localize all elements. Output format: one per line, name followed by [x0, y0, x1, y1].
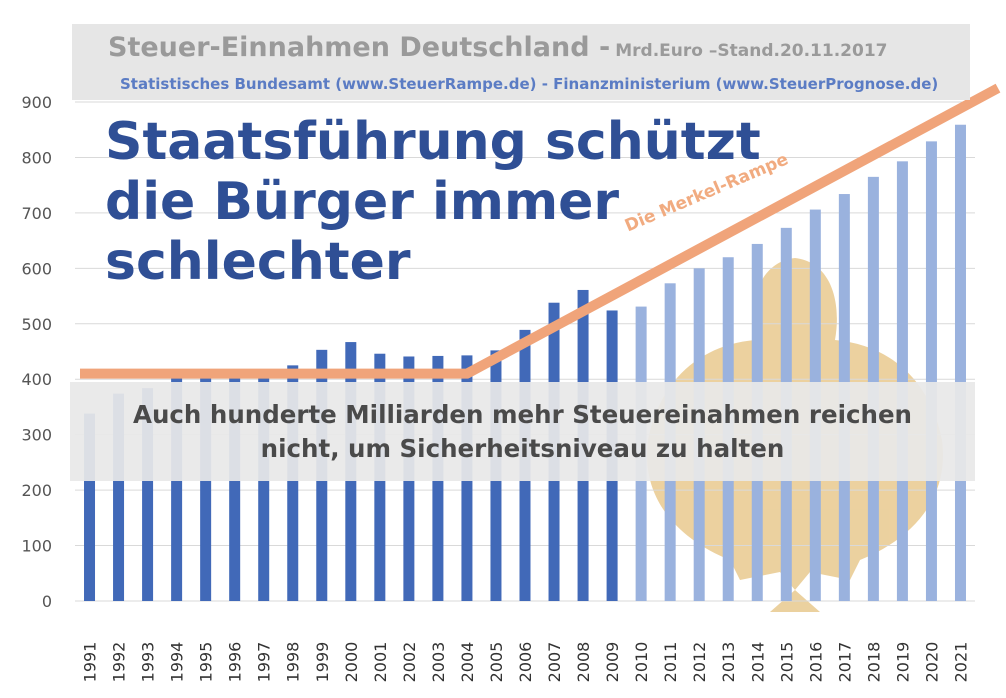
y-tick-label: 700 — [21, 204, 52, 223]
x-tick-label: 2011 — [661, 642, 680, 683]
x-tick-label: 2005 — [487, 642, 506, 683]
message-box: Auch hunderte Milliarden mehr Steuereina… — [70, 382, 975, 481]
x-tick-label: 2008 — [574, 642, 593, 683]
bar-1992 — [113, 393, 125, 601]
x-tick-label: 1999 — [313, 642, 332, 683]
x-tick-label: 1992 — [110, 642, 129, 683]
x-tick-label: 2003 — [429, 642, 448, 683]
bar-1991 — [84, 413, 96, 601]
x-tick-label: 2016 — [806, 642, 825, 683]
x-tick-label: 2015 — [777, 642, 796, 683]
y-tick-label: 300 — [21, 426, 52, 445]
message-line-2: nicht, um Sicherheitsniveau zu halten — [260, 433, 785, 463]
x-tick-label: 1998 — [284, 642, 303, 683]
chart-title-main: Steuer-Einnahmen Deutschland - — [108, 32, 611, 63]
x-tick-label: 1997 — [255, 642, 274, 683]
x-tick-label: 2000 — [342, 642, 361, 683]
message-text: Auch hunderte Milliarden mehr Steuereina… — [133, 398, 912, 466]
bar-2021 — [954, 124, 966, 601]
x-tick-label: 2001 — [371, 642, 390, 683]
y-tick-label: 100 — [21, 537, 52, 556]
bar-1997 — [258, 375, 270, 601]
x-tick-label: 1991 — [81, 642, 100, 683]
headline-line-1: Staatsführung schützt — [105, 112, 761, 172]
headline-line-2: die Bürger immer — [105, 172, 620, 232]
x-tick-label: 2013 — [719, 642, 738, 683]
source-line: Statistisches Bundesamt (www.SteuerRampe… — [120, 75, 939, 93]
x-tick-label: 2004 — [458, 642, 477, 683]
message-line-1: Auch hunderte Milliarden mehr Steuereina… — [132, 399, 912, 429]
y-tick-label: 800 — [21, 148, 52, 167]
x-tick-label: 2021 — [951, 642, 970, 683]
x-tick-label: 2012 — [690, 642, 709, 683]
bar-1994 — [171, 378, 183, 601]
y-tick-label: 400 — [21, 370, 52, 389]
y-tick-label: 900 — [21, 93, 52, 112]
x-tick-label: 2006 — [516, 642, 535, 683]
x-tick-label: 1993 — [139, 642, 158, 683]
title-box — [72, 24, 970, 100]
x-tick-label: 2017 — [835, 642, 854, 683]
y-tick-label: 200 — [21, 481, 52, 500]
x-tick-label: 2002 — [400, 642, 419, 683]
x-tick-label: 2009 — [603, 642, 622, 683]
x-tick-label: 1995 — [197, 642, 216, 683]
bar-1998 — [287, 365, 299, 601]
bar-1995 — [200, 370, 212, 601]
y-tick-label: 500 — [21, 315, 52, 334]
ramp-line — [80, 83, 1001, 379]
x-tick-label: 2018 — [864, 642, 883, 683]
bar-2020 — [925, 141, 937, 602]
x-tick-label: 1996 — [226, 642, 245, 683]
headline-line-3: schlechter — [105, 232, 411, 292]
y-tick-label: 600 — [21, 259, 52, 278]
bar-1993 — [142, 388, 154, 601]
headline: Staatsführung schützt die Bürger immer s… — [105, 112, 761, 292]
chart-title: Steuer-Einnahmen Deutschland - Mrd.Euro … — [108, 32, 888, 63]
bar-2019 — [896, 161, 908, 601]
y-tick-label: 0 — [42, 592, 52, 611]
bar-1996 — [229, 374, 241, 601]
x-tick-label: 2020 — [922, 642, 941, 683]
x-tick-label: 2019 — [893, 642, 912, 683]
chart-title-date: Mrd.Euro –Stand.20.11.2017 — [615, 41, 888, 61]
x-tick-label: 2014 — [748, 642, 767, 683]
x-tick-label: 2010 — [632, 642, 651, 683]
x-tick-label: 1994 — [168, 642, 187, 683]
x-tick-label: 2007 — [545, 642, 564, 683]
